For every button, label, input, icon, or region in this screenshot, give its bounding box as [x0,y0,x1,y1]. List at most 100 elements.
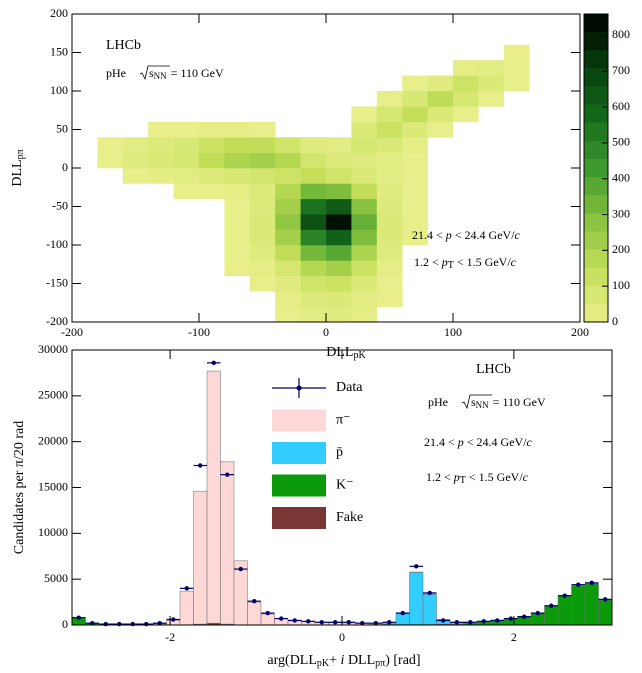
histogram-bar [206,370,221,624]
heatmap-cell [504,153,530,169]
heatmap-cell [478,45,504,61]
heatmap-cell [402,137,428,153]
heatmap-cell [351,214,378,230]
heatmap-cell [504,276,530,292]
heatmap-cell [529,260,555,276]
heatmap-cell [122,152,149,169]
heatmap-cell [224,152,251,169]
colorbar-band [584,249,608,269]
heatmap-cell [148,214,174,230]
heatmap-cell [224,45,250,61]
heatmap-cell [275,29,301,45]
data-point [72,615,86,620]
heatmap-cell [199,291,225,307]
heatmap-cell [224,106,250,122]
momentum-label: 21.4 < p < 24.4 GeV/c [412,228,521,242]
data-marker [400,610,405,616]
heatmap-cell [453,29,479,45]
heatmap-cell [377,76,403,92]
heatmap-cell [478,307,504,323]
heatmap-cell [174,29,200,45]
heatmap-cell [148,291,174,307]
heatmap-cell [72,260,98,276]
heatmap-cell [224,214,251,230]
data-marker [157,620,162,626]
data-marker [549,603,554,608]
heatmap-cell [275,229,301,246]
pt-label-part: < 1.5 GeV/ [454,255,511,269]
heatmap-cell [97,199,123,215]
histogram-bar [260,613,275,626]
heatmap-cell [529,137,555,153]
heatmap-cell [326,60,352,76]
colorbar-tick-label: 800 [612,27,630,41]
momentum-label-part: p [445,228,452,242]
data-point [301,619,315,624]
energy-root: s [149,66,154,80]
heatmap-cell [250,291,276,307]
heatmap-cell [148,14,174,30]
heatmap-cell [97,137,124,153]
heatmap-cell [148,106,174,122]
heatmap-cell [453,291,479,307]
heatmap-cell [453,60,479,76]
heatmap-cell [224,229,251,246]
data-marker [306,619,311,624]
colorbar-tick-label: 0 [612,314,618,328]
data-marker [144,621,149,627]
data-marker [454,620,459,625]
heatmap-cell [224,260,251,277]
heatmap-cell [351,60,377,76]
heatmap-cell [148,199,174,215]
x-axis-label-part: pπ [375,658,385,669]
heatmap-cell [402,214,428,230]
sqrt-sign [461,394,492,410]
heatmap-cell [402,14,428,30]
heatmap-cell [148,307,174,323]
x-axis-label-part: pK [317,658,330,669]
y-axis-label: DLLpπ [10,149,26,186]
heatmap-cell [275,76,301,92]
heatmap-cell [275,14,301,30]
heatmap-cell [478,60,505,76]
heatmap-cell [555,260,581,276]
colorbar-band [584,285,608,305]
heatmap-cell [301,60,327,76]
heatmap-cell [555,106,581,122]
heatmap-cell [402,91,428,107]
heatmap-cell [300,137,327,153]
y-axis-label-part: pπ [15,149,26,159]
heatmap-cell [275,60,301,76]
heatmap-cell [428,199,454,215]
legend-label: p̄ [336,445,343,460]
heatmap-cell [428,45,454,61]
data-marker [76,615,81,620]
heatmap-cell [326,168,352,184]
heatmap-cell [249,168,276,184]
energy-root: s [471,395,476,409]
heatmap-cell [402,198,428,215]
data-marker [279,616,284,621]
heatmap-cell [326,14,352,30]
pt-label-part: 1.2 < [414,255,442,269]
heatmap-cell [376,275,403,292]
heatmap-cell [250,76,276,92]
heatmap-cell [453,183,479,199]
x-axis-label-part: ) [rad] [385,653,420,668]
heatmap-cell [174,91,200,107]
heatmap-cell [351,29,377,45]
heatmap-cell [174,260,200,276]
x-axis-label-part: + [329,653,340,668]
heatmap-cell [453,307,479,323]
heatmap-cell [123,106,149,122]
heatmap-cell [504,122,530,138]
heatmap-cell [326,245,352,261]
heatmap-cell [275,106,301,122]
heatmap-cell [224,14,250,30]
heatmap-cell [351,306,378,323]
heatmap-cell [249,152,276,169]
data-marker [576,582,581,587]
heatmap-cell [174,106,200,122]
x-axis-label-part: pK [353,350,366,361]
heatmap-cell [275,291,301,307]
